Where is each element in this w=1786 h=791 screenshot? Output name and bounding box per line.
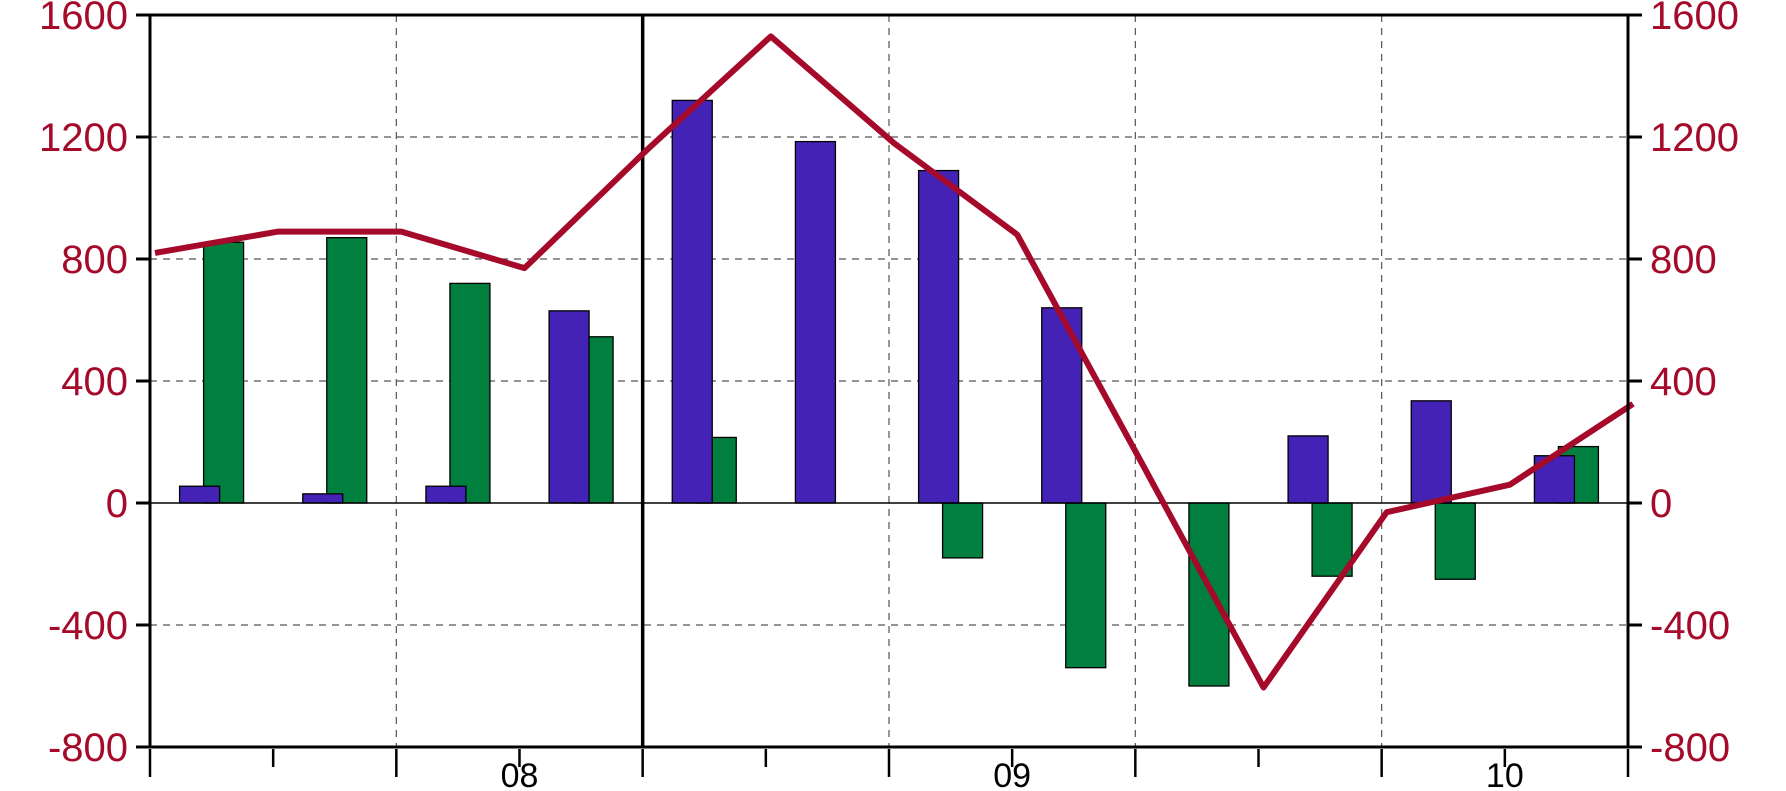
- y-tick-label-right: 0: [1650, 482, 1672, 526]
- bar-blue: [178, 485, 221, 504]
- x-tick-label: 08: [501, 757, 539, 791]
- y-tick-label-right: 800: [1650, 238, 1717, 282]
- bar-green: [941, 502, 984, 559]
- bar-green: [1188, 502, 1230, 687]
- x-tick-label: 10: [1486, 757, 1524, 791]
- bar-blue: [548, 310, 590, 504]
- line-series: [154, 33, 1635, 691]
- bar-blue: [671, 99, 713, 504]
- y-tick-label-right: 1200: [1650, 116, 1739, 160]
- y-tick-label-left: 0: [106, 482, 128, 526]
- gridlines: [150, 15, 1628, 747]
- y-tick-label-right: -800: [1650, 726, 1730, 770]
- y-tick-label-right: 1600: [1650, 0, 1739, 38]
- bar-green: [1065, 502, 1107, 669]
- bar-blue: [1410, 400, 1452, 504]
- y-tick-label-right: -400: [1650, 604, 1730, 648]
- x-axis: 08 09 10: [148, 749, 1630, 791]
- bar-blue: [1287, 435, 1329, 504]
- bar-blue: [794, 140, 837, 504]
- y-tick-label-left: 1600: [39, 0, 128, 38]
- bar-blue: [917, 169, 960, 504]
- bar-green: [1434, 502, 1476, 580]
- bar-green: [326, 236, 368, 504]
- y-tick-label-left: 800: [61, 238, 128, 282]
- y-axis-right: -800 -400 0 400 800 1200 1600: [1628, 0, 1739, 770]
- bar-green: [449, 282, 491, 504]
- y-tick-label-left: -400: [48, 604, 128, 648]
- y-axis-left: -800 -400 0 400 800 1200 1600: [39, 0, 150, 770]
- bar-blue: [302, 493, 344, 504]
- y-tick-label-left: -800: [48, 726, 128, 770]
- y-tick-label-left: 1200: [39, 116, 128, 160]
- x-tick-label: 09: [993, 757, 1031, 791]
- bar-green: [1311, 502, 1353, 577]
- y-tick-label-left: 400: [61, 360, 128, 404]
- bar-blue: [425, 485, 467, 504]
- y-tick-label-right: 400: [1650, 360, 1717, 404]
- bar-green: [202, 241, 245, 504]
